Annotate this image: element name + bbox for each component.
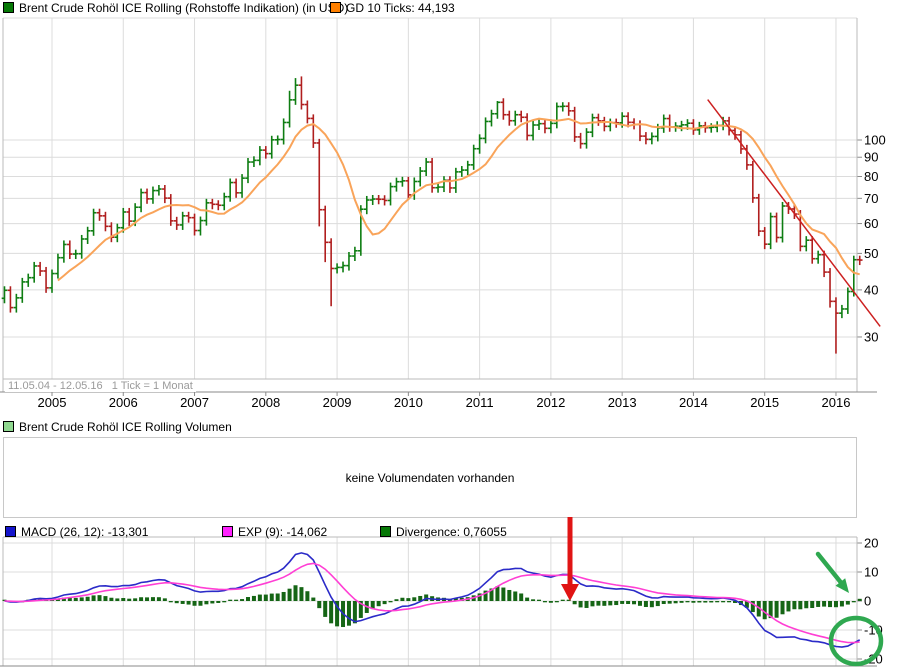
chart-title: Brent Crude Rohöl ICE Rolling (Rohstoffe…	[19, 1, 349, 15]
svg-text:70: 70	[864, 191, 878, 206]
svg-text:2010: 2010	[394, 395, 423, 410]
svg-text:2008: 2008	[251, 395, 280, 410]
exp-legend-label: EXP (9): -14,062	[238, 525, 328, 539]
gd-legend-label: GD 10 Ticks: 44,193	[346, 1, 455, 15]
macd-legend: MACD (26, 12): -13,301	[5, 526, 148, 538]
volume-panel: keine Volumendaten vorhanden	[3, 437, 857, 518]
price-series-legend: Brent Crude Rohöl ICE Rolling (Rohstoffe…	[3, 2, 348, 14]
svg-text:2013: 2013	[608, 395, 637, 410]
svg-text:100: 100	[864, 132, 886, 147]
divergence-legend-label: Divergence: 0,76055	[396, 525, 507, 539]
divergence-legend: Divergence: 0,76055	[380, 526, 507, 538]
svg-text:2015: 2015	[750, 395, 779, 410]
divergence-series-swatch-icon	[380, 526, 391, 537]
svg-text:2014: 2014	[679, 395, 708, 410]
exp-series-swatch-icon	[222, 526, 233, 537]
svg-text:2007: 2007	[180, 395, 209, 410]
svg-text:40: 40	[864, 282, 878, 297]
svg-text:2011: 2011	[466, 395, 494, 410]
volume-title: Brent Crude Rohöl ICE Rolling Volumen	[19, 420, 232, 434]
svg-text:2009: 2009	[323, 395, 352, 410]
svg-text:2016: 2016	[822, 395, 851, 410]
gd-legend: GD 10 Ticks: 44,193	[330, 2, 455, 14]
price-series-swatch-icon	[3, 2, 14, 13]
macd-panel: 20 10 0 -10 -20	[0, 536, 883, 667]
price-panel: 100 90 80 70 60 50 40 30 2005 2006 2007 2008 2009 201…	[0, 17, 886, 410]
macd-series-swatch-icon	[5, 526, 16, 537]
gd-series-swatch-icon	[330, 2, 341, 13]
svg-text:0: 0	[864, 594, 871, 609]
date-range-note: 11.05.04 - 12.05.16 1 Tick = 1 Monat	[5, 380, 196, 392]
svg-text:-10: -10	[864, 623, 883, 638]
svg-text:-20: -20	[864, 652, 883, 667]
svg-text:2012: 2012	[536, 395, 565, 410]
volume-series-swatch-icon	[3, 421, 14, 432]
macd-legend-label: MACD (26, 12): -13,301	[21, 525, 149, 539]
volume-empty-message: keine Volumendaten vorhanden	[345, 471, 515, 485]
exp-legend: EXP (9): -14,062	[222, 526, 327, 538]
volume-legend: Brent Crude Rohöl ICE Rolling Volumen	[3, 421, 232, 433]
svg-text:2005: 2005	[38, 395, 67, 410]
svg-text:2006: 2006	[109, 395, 138, 410]
svg-text:50: 50	[864, 246, 878, 261]
svg-text:60: 60	[864, 216, 878, 231]
svg-text:80: 80	[864, 169, 878, 184]
svg-text:10: 10	[864, 565, 878, 580]
svg-text:20: 20	[864, 536, 878, 551]
svg-text:30: 30	[864, 329, 878, 344]
svg-text:90: 90	[864, 150, 878, 165]
